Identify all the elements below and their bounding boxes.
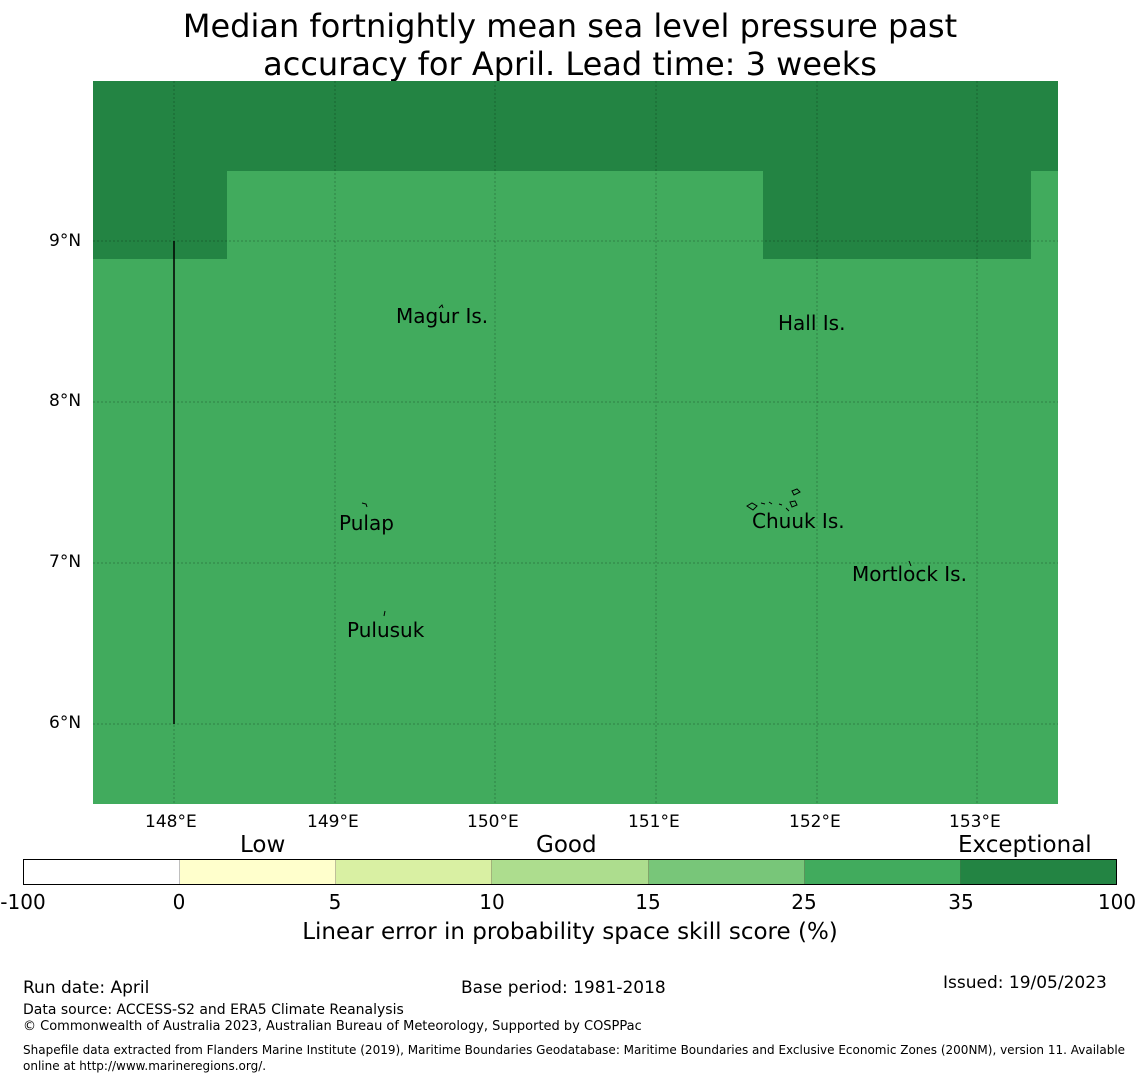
place-label-chuuk: Chuuk Is.	[752, 509, 845, 533]
legend-category-exceptional: Exceptional	[958, 832, 1092, 858]
mortlock-island-outline	[908, 560, 912, 567]
shapefile-credit: Shapefile data extracted from Flanders M…	[23, 1043, 1126, 1073]
chart-title-line-1: Median fortnightly mean sea level pressu…	[182, 7, 958, 45]
x-tick-148: 148°E	[145, 812, 197, 832]
colorbar-tick-5: 5	[328, 890, 342, 914]
colorbar-bin-7	[960, 860, 1116, 884]
y-tick-8n: 8°N	[49, 391, 82, 411]
x-tick-149: 149°E	[307, 812, 359, 832]
colorbar-bin-5	[648, 860, 805, 884]
colorbar-bin-1	[24, 860, 181, 884]
colorbar-tick-15: 15	[635, 890, 661, 914]
island-outlines	[361, 304, 912, 617]
colorbar-tick-35: 35	[948, 890, 974, 914]
colorbar-tick--100: -100	[0, 890, 46, 914]
map-gridlines	[93, 81, 1058, 804]
legend-category-low: Low	[240, 832, 286, 858]
y-tick-7n: 7°N	[49, 552, 82, 572]
skill-region-exceptional-right	[763, 81, 1031, 259]
pulap-island-outline	[361, 502, 368, 508]
colorbar-label: Linear error in probability space skill …	[302, 919, 838, 945]
colorbar-bin-6	[804, 860, 961, 884]
x-tick-150: 150°E	[467, 812, 519, 832]
data-source: Data source: ACCESS-S2 and ERA5 Climate …	[23, 1002, 404, 1018]
chart-title-line-2: accuracy for April. Lead time: 3 weeks	[263, 45, 877, 83]
colorbar-tick-100: 100	[1097, 890, 1137, 914]
magur-island-outline	[438, 304, 444, 309]
place-label-pulusuk: Pulusuk	[347, 618, 425, 642]
place-label-mortlock: Mortlock Is.	[852, 562, 967, 586]
colorbar-tick-10: 10	[479, 890, 505, 914]
base-period: Base period: 1981-2018	[461, 978, 666, 998]
place-label-hall: Hall Is.	[778, 311, 846, 335]
run-date: Run date: April	[23, 978, 150, 998]
place-label-magur: Magur Is.	[396, 304, 489, 328]
colorbar-tick-25: 25	[791, 890, 817, 914]
y-tick-6n: 6°N	[49, 713, 82, 733]
colorbar-bin-2	[180, 860, 337, 884]
copyright: © Commonwealth of Australia 2023, Austra…	[23, 1019, 642, 1034]
colorbar-bin-3	[336, 860, 493, 884]
chuuk-islands-outline	[746, 488, 801, 512]
issued-date: Issued: 19/05/2023	[943, 973, 1107, 993]
colorbar-tick-0: 0	[172, 890, 186, 914]
x-tick-151: 151°E	[628, 812, 680, 832]
skill-score-map	[93, 81, 1058, 804]
y-tick-9n: 9°N	[49, 231, 82, 251]
pulusuk-island-outline	[383, 610, 386, 617]
skill-region-exceptional-left	[93, 81, 227, 259]
legend-category-good: Good	[536, 832, 597, 858]
x-tick-153: 153°E	[949, 812, 1001, 832]
place-label-pulap: Pulap	[339, 511, 394, 535]
colorbar-bin-4	[492, 860, 649, 884]
colorbar	[23, 859, 1117, 885]
x-tick-152: 152°E	[789, 812, 841, 832]
